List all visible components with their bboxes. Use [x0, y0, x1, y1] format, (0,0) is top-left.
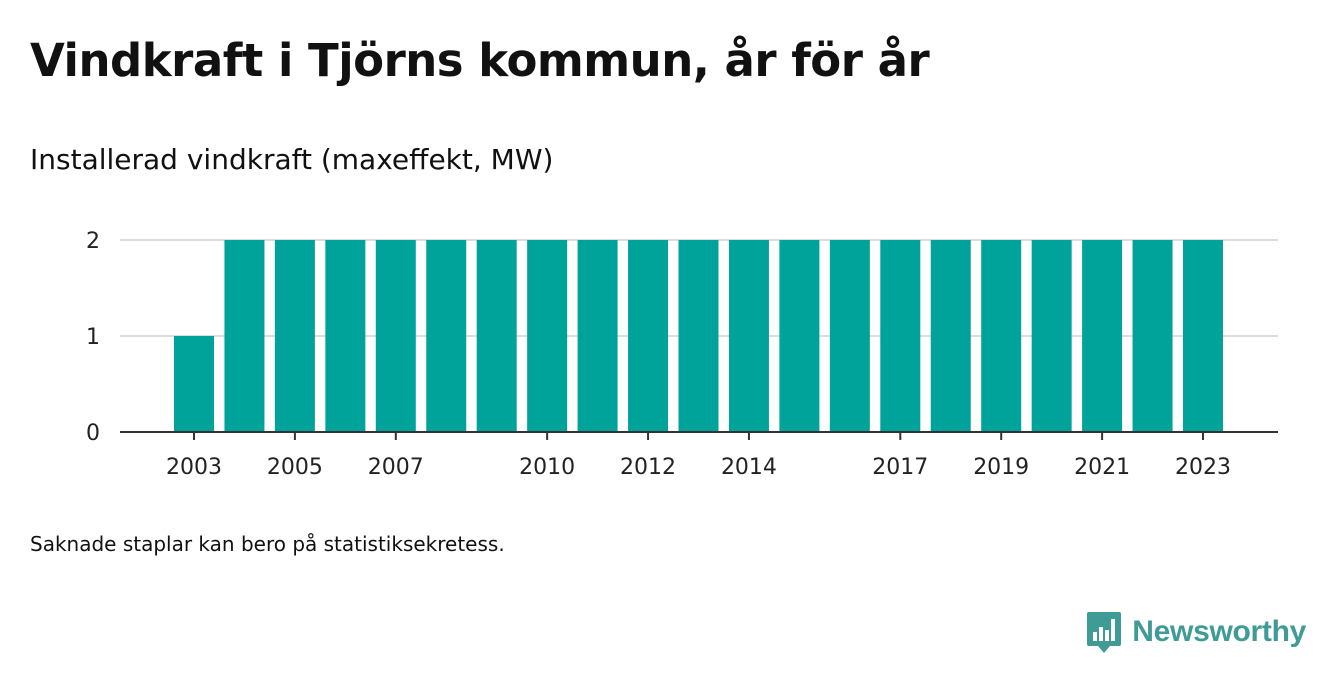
bar-2008	[426, 240, 467, 432]
bar-2022	[1132, 240, 1173, 432]
bar-2019	[981, 240, 1022, 432]
bar-2023	[1183, 240, 1223, 432]
bar-2010	[527, 240, 568, 432]
bar-chart-speech-bubble-icon	[1087, 612, 1122, 653]
bar-2020	[1031, 240, 1072, 432]
bar-2021	[1082, 240, 1123, 432]
bar-2016	[829, 240, 870, 432]
x-tick-label: 2003	[166, 455, 222, 480]
bar-2018	[930, 240, 971, 432]
footnote: Saknade staplar kan bero på statistiksek…	[30, 532, 505, 556]
axes: 0 1 2 2003 2005 2007 2010 2012 2014 2017 2019 2021 2…	[86, 229, 1278, 480]
bar-2015	[779, 240, 820, 432]
bar-2014	[728, 240, 769, 432]
brand-name: Newsworthy	[1132, 615, 1306, 648]
bar-2009	[476, 240, 517, 432]
bar-2017	[880, 240, 921, 432]
bar-2011	[577, 240, 618, 432]
bar-2013	[678, 240, 719, 432]
y-tick-label: 2	[86, 229, 100, 254]
x-tick-label: 2012	[620, 455, 676, 480]
bars	[174, 240, 1223, 432]
bar-2007	[375, 240, 416, 432]
x-tick-label: 2023	[1175, 455, 1231, 480]
bar-2003	[174, 336, 214, 432]
bar-2012	[628, 240, 669, 432]
x-tick-label: 2019	[973, 455, 1029, 480]
x-tick-label: 2021	[1074, 455, 1130, 480]
bar-2006	[325, 240, 366, 432]
chart-subtitle: Installerad vindkraft (maxeffekt, MW)	[30, 143, 554, 176]
bar-chart: 0 1 2 2003 2005 2007 2010 2012 2014 2017 2019 2021 2…	[86, 229, 1278, 480]
chart-title: Vindkraft i Tjörns kommun, år för år	[30, 34, 930, 87]
x-tick-label: 2014	[721, 455, 777, 480]
x-tick-label: 2007	[368, 455, 424, 480]
y-tick-label: 0	[86, 421, 100, 446]
x-tick-label: 2005	[267, 455, 323, 480]
bar-2005	[274, 240, 315, 432]
x-tick-label: 2017	[872, 455, 928, 480]
y-tick-label: 1	[86, 325, 100, 350]
x-tick-label: 2010	[519, 455, 575, 480]
brand-logo: Newsworthy	[1086, 610, 1306, 654]
bar-2004	[224, 240, 265, 432]
